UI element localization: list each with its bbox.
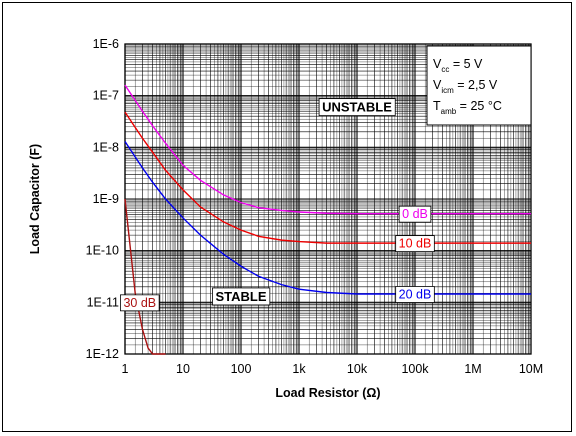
conditions-box: [426, 45, 532, 126]
y-axis-title: Load Capacitor (F): [28, 144, 42, 254]
x-tick-label: 10M: [519, 362, 543, 376]
x-tick-label: 1k: [292, 362, 306, 376]
y-tick-label: 1E-12: [86, 347, 119, 361]
series-label-box: [120, 294, 160, 312]
series-line: [124, 141, 531, 295]
condition-line: Vcc = 5 V: [433, 57, 483, 74]
x-tick-label: 100: [231, 362, 252, 376]
series-line: [124, 84, 531, 215]
x-tick-label: 1: [122, 362, 129, 376]
stable-region-label-box: [212, 287, 271, 306]
series-label: 0 dB: [402, 207, 428, 221]
series-label-box: [395, 286, 435, 303]
x-tick-label: 10: [176, 362, 190, 376]
series-line: [124, 111, 531, 244]
x-tick-label: 10k: [347, 362, 368, 376]
chart-frame: [2, 2, 572, 432]
y-tick-label: 1E-8: [93, 140, 119, 154]
stable-region-label: STABLE: [215, 289, 266, 304]
x-axis-title: Load Resistor (Ω): [275, 386, 380, 400]
condition-line: Tamb = 25 °C: [433, 99, 502, 116]
y-tick-label: 1E-6: [93, 37, 119, 51]
x-tick-label: 100k: [401, 362, 429, 376]
series-line: [124, 198, 166, 355]
series-label: 20 dB: [399, 287, 432, 301]
y-tick-label: 1E-11: [87, 295, 119, 309]
condition-line: Vicm = 2,5 V: [433, 78, 498, 95]
unstable-region-label: UNSTABLE: [322, 100, 392, 115]
unstable-region-label-box: [318, 98, 396, 117]
y-tick-label: 1E-7: [93, 89, 119, 103]
series-label: 30 dB: [123, 296, 156, 310]
series-label-box: [398, 205, 432, 223]
series-label: 10 dB: [399, 237, 432, 251]
y-tick-label: 1E-9: [93, 192, 119, 206]
x-tick-label: 1M: [464, 362, 481, 376]
y-tick-label: 1E-10: [86, 244, 119, 258]
series-label-box: [395, 235, 435, 253]
